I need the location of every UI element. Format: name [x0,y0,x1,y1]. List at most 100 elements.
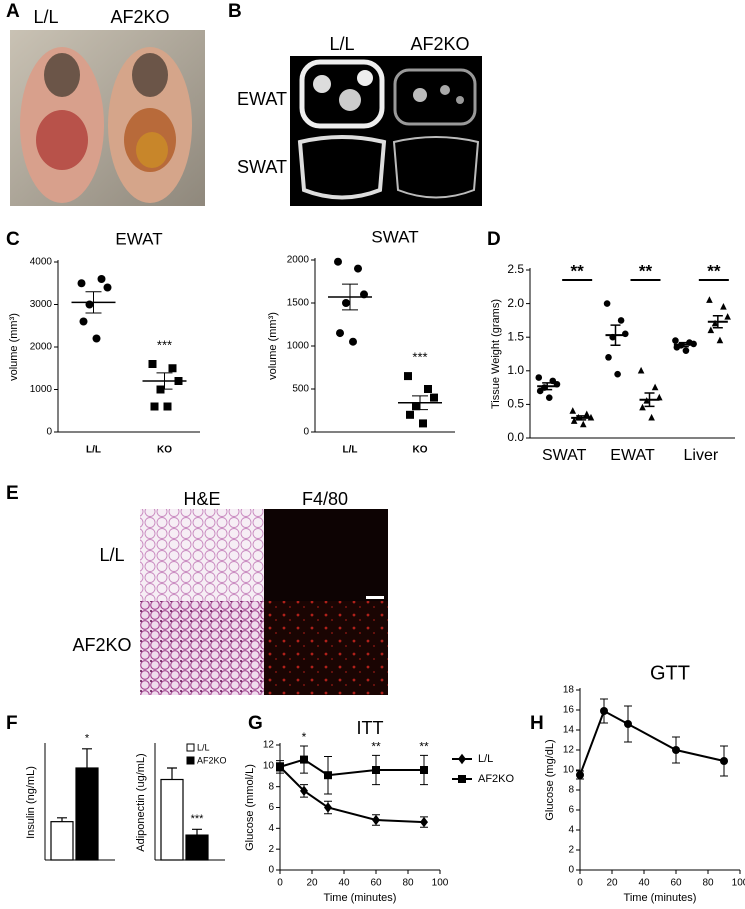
significance: ** [639,261,653,280]
data-point [300,755,308,764]
sem-bar [576,415,587,421]
sem-bar [542,382,553,391]
data-point [300,785,308,797]
x-tick-label: 40 [338,878,350,889]
data-point [672,337,679,344]
x-tick-label: 100 [432,878,449,889]
x-tick-label: KO [413,445,428,456]
y-tick-label: 6 [268,802,274,813]
sem-bar [712,314,723,329]
panel-letter: A [6,1,20,22]
x-tick-label: KO [157,445,172,456]
y-tick-label: 2 [568,845,574,856]
data-point [605,354,612,361]
y-tick-label: 0 [568,865,574,876]
y-tick-label: 2000 [30,342,53,353]
data-point [648,413,655,421]
x-tick-label: 40 [638,878,650,889]
data-point [716,336,724,344]
x-tick-label: EWAT [610,447,655,464]
data-point [724,313,731,320]
x-tick-label: 20 [306,878,318,889]
data-point [79,317,88,326]
data-point [334,257,342,266]
data-point [342,299,350,307]
y-tick-label: 2000 [287,255,310,266]
data-point [672,746,680,754]
y-tick-label: 1.0 [507,363,524,377]
y-tick-label: 3000 [30,299,53,310]
x-tick-label: 60 [370,878,382,889]
column-label: AF2KO [410,34,469,54]
data-point [354,264,362,273]
y-axis-label: volume (mm³) [8,313,20,381]
data-point [536,387,544,395]
data-point [430,393,438,402]
mri-image [290,56,482,206]
data-point [720,757,728,765]
y-axis-label: volume (mm³) [267,312,279,380]
significance: ** [571,261,585,280]
x-axis-label: Time (minutes) [324,892,397,904]
legend-marker [458,753,466,765]
panel-letter: G [248,713,263,734]
chart-title: GTT [650,662,690,684]
column-label: L/L [329,34,354,54]
legend-label: AF2KO [478,773,515,785]
sem-bar [678,341,689,348]
line [579,709,725,776]
y-tick-label: 0.5 [507,397,524,411]
sem-bar [85,291,102,314]
data-point [569,407,577,414]
bar [75,767,99,861]
y-axis-label: Glucose (mg/dL) [544,739,556,820]
chart-title: EWAT [115,229,162,248]
y-tick-label: 2 [268,844,274,855]
y-tick-label: 1000 [30,384,53,395]
data-point [336,329,344,338]
significance: * [302,730,307,744]
y-tick-label: 8 [268,781,274,792]
column-label: H&E [183,489,220,509]
y-tick-label: 14 [563,725,575,736]
legend-label: AF2KO [197,755,227,765]
y-tick-label: 500 [292,384,309,395]
y-tick-label: 12 [263,740,275,751]
x-tick-label: 20 [606,878,618,889]
data-point [545,394,553,401]
y-tick-label: 10 [563,765,575,776]
panel-letter: C [6,229,20,250]
data-point [711,319,719,327]
data-point [707,326,715,334]
y-tick-label: 0 [303,427,309,438]
data-point [535,374,543,381]
chart-title: ITT [357,718,384,738]
y-tick-label: 10 [263,760,275,771]
x-tick-label: L/L [86,445,101,456]
y-tick-label: 1000 [287,341,310,352]
panel-letter: D [487,229,501,250]
y-tick-label: 12 [563,745,575,756]
x-tick-label: 60 [670,878,682,889]
sem-bar [156,372,173,390]
legend-label: L/L [478,753,493,765]
data-point [103,283,112,292]
y-tick-label: 4000 [30,257,53,268]
data-point [424,385,432,393]
data-point [404,372,412,381]
legend-swatch [186,743,195,752]
error-bar [167,767,177,780]
y-tick-label: 16 [563,705,575,716]
data-point [720,303,727,310]
row-label: EWAT [237,89,287,109]
significance: *** [157,337,172,352]
data-point [576,771,584,779]
y-tick-label: 0 [46,427,52,438]
x-tick-label: Liver [683,447,718,464]
panel-letter: H [530,713,544,734]
panel-letter: F [6,713,18,734]
y-tick-label: 0.0 [507,430,524,444]
row-label: AF2KO [72,635,131,655]
data-point [92,334,101,343]
